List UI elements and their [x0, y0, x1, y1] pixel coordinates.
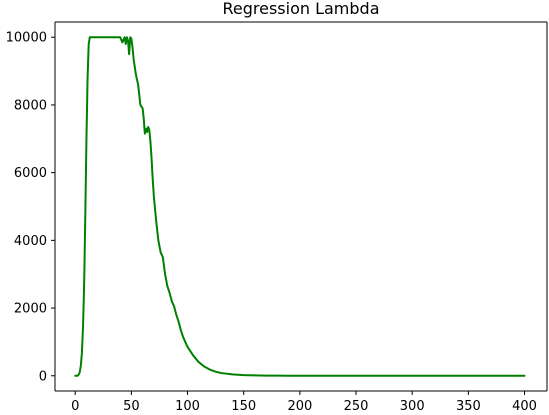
y-tick-label: 10000 — [6, 31, 47, 46]
x-tick-label: 150 — [231, 399, 256, 414]
axes-layer — [54, 21, 548, 392]
x-tick-label: 300 — [400, 399, 425, 414]
tick-layer: 0 50 100 150 200 250 300 350 4000200040006000800… — [6, 31, 537, 414]
series-layer — [74, 36, 526, 377]
x-tick-label: 50 — [123, 399, 140, 414]
series-line-0 — [74, 36, 526, 377]
x-tick-label: 100 — [175, 399, 200, 414]
y-tick-label: 6000 — [14, 166, 47, 181]
x-tick-label: 250 — [344, 399, 369, 414]
y-tick-label: 2000 — [14, 302, 47, 317]
x-tick-label: 0 — [71, 399, 79, 414]
x-tick-label: 350 — [456, 399, 481, 414]
x-tick-label: 400 — [512, 399, 537, 414]
y-tick-label: 4000 — [14, 234, 47, 249]
y-tick-label: 8000 — [14, 98, 47, 113]
y-tick-label: 0 — [39, 369, 47, 384]
chart-title: Regression Lambda — [222, 0, 379, 18]
x-tick-label: 200 — [287, 399, 312, 414]
